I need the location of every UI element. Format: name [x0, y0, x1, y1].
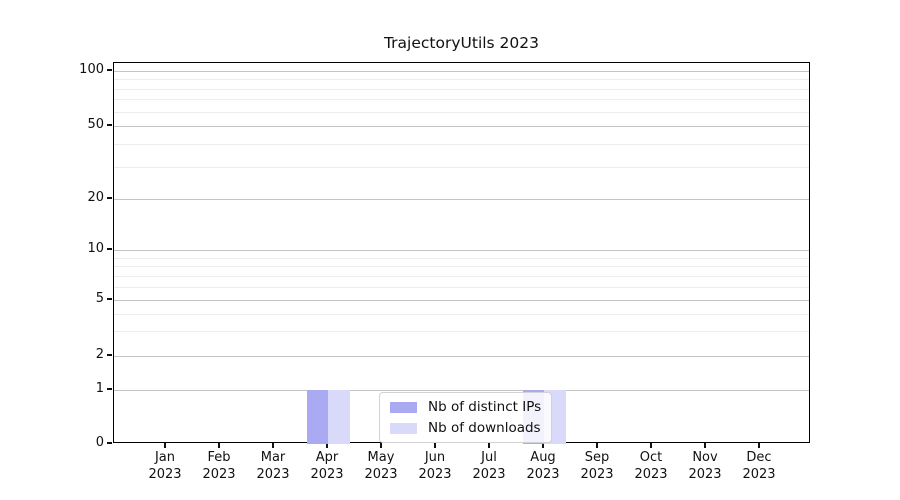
x-tick-mark-apr	[326, 443, 328, 448]
x-tick-mark-jul	[488, 443, 490, 448]
y-tick-mark-5	[107, 298, 112, 300]
y-tick-mark-20	[107, 197, 112, 199]
x-tick-mark-aug	[542, 443, 544, 448]
y-major-gridline-100	[114, 71, 809, 72]
x-tick-label-aug-2023: Aug 2023	[516, 449, 570, 483]
x-tick-mark-oct	[650, 443, 652, 448]
x-tick-year-text: 2023	[418, 467, 452, 482]
y-minor-gridline-9	[114, 257, 809, 259]
x-tick-mark-mar	[272, 443, 274, 448]
x-tick-month-text: Sep	[584, 450, 610, 465]
chart-title: TrajectoryUtils 2023	[383, 34, 539, 52]
x-tick-label-jan-2023: Jan 2023	[138, 449, 192, 483]
x-tick-month-text: Oct	[639, 450, 663, 465]
x-tick-month-text: May	[367, 450, 395, 465]
y-tick-mark-0	[107, 442, 112, 444]
x-tick-year-text: 2023	[580, 467, 614, 482]
y-major-gridline-1	[114, 390, 809, 391]
x-tick-year-text: 2023	[202, 467, 236, 482]
y-minor-gridline-90	[114, 79, 809, 81]
x-tick-month-text: Jul	[481, 450, 497, 465]
x-tick-year-text: 2023	[634, 467, 668, 482]
x-tick-month-text: Mar	[260, 450, 286, 465]
x-tick-mark-sep	[596, 443, 598, 448]
x-tick-year-text: 2023	[256, 467, 290, 482]
y-minor-gridline-4	[114, 313, 809, 315]
x-tick-label-dec-2023: Dec 2023	[732, 449, 786, 483]
legend-item-nb-of-downloads: Nb of downloads	[390, 420, 541, 436]
x-tick-label-apr-2023: Apr 2023	[300, 449, 354, 483]
y-major-gridline-50	[114, 126, 809, 127]
y-minor-gridline-80	[114, 88, 809, 90]
x-tick-year-text: 2023	[472, 467, 506, 482]
bar-nb-of-distinct-ips-apr-2023	[306, 390, 328, 444]
x-tick-month-text: Apr	[315, 450, 339, 465]
y-tick-label-10: 10	[87, 241, 104, 256]
y-tick-label-100: 100	[79, 62, 104, 77]
x-tick-month-text: Jun	[424, 450, 446, 465]
y-minor-gridline-60	[114, 111, 809, 113]
y-tick-mark-50	[107, 124, 112, 126]
x-tick-label-may-2023: May 2023	[354, 449, 408, 483]
y-tick-label-20: 20	[87, 190, 104, 205]
y-tick-label-5: 5	[95, 291, 104, 306]
legend-swatch-icon	[390, 401, 417, 413]
y-minor-gridline-8	[114, 266, 809, 268]
y-tick-mark-10	[107, 248, 112, 250]
x-tick-label-mar-2023: Mar 2023	[246, 449, 300, 483]
x-tick-label-feb-2023: Feb 2023	[192, 449, 246, 483]
y-tick-mark-2	[107, 354, 112, 356]
x-tick-label-nov-2023: Nov 2023	[678, 449, 732, 483]
y-major-gridline-5	[114, 300, 809, 301]
x-tick-label-jul-2023: Jul 2023	[462, 449, 516, 483]
x-tick-month-text: Aug	[530, 450, 556, 465]
x-tick-year-text: 2023	[526, 467, 560, 482]
legend-item-label: Nb of distinct IPs	[428, 399, 542, 415]
legend: Nb of distinct IPs Nb of downloads	[379, 392, 553, 443]
y-tick-mark-1	[107, 388, 112, 390]
y-tick-label-0: 0	[95, 435, 104, 450]
plot-area: Nb of distinct IPs Nb of downloads	[113, 62, 810, 444]
y-minor-gridline-30	[114, 166, 809, 168]
y-minor-gridline-70	[114, 99, 809, 101]
x-tick-mark-jun	[434, 443, 436, 448]
x-tick-year-text: 2023	[148, 467, 182, 482]
legend-item-label: Nb of downloads	[428, 420, 541, 436]
x-tick-label-sep-2023: Sep 2023	[570, 449, 624, 483]
y-major-gridline-20	[114, 199, 809, 200]
x-tick-month-text: Nov	[692, 450, 718, 465]
x-tick-year-text: 2023	[310, 467, 344, 482]
y-minor-gridline-3	[114, 331, 809, 333]
x-tick-mark-jan	[164, 443, 166, 448]
y-tick-label-2: 2	[95, 347, 104, 362]
y-minor-gridline-40	[114, 143, 809, 145]
y-tick-mark-100	[107, 69, 112, 71]
x-tick-label-jun-2023: Jun 2023	[408, 449, 462, 483]
x-tick-label-oct-2023: Oct 2023	[624, 449, 678, 483]
x-tick-mark-may	[380, 443, 382, 448]
y-minor-gridline-6	[114, 286, 809, 288]
x-tick-mark-nov	[704, 443, 706, 448]
y-minor-gridline-7	[114, 275, 809, 277]
x-tick-month-text: Jan	[154, 450, 176, 465]
legend-swatch-icon	[390, 422, 417, 434]
x-tick-month-text: Dec	[746, 450, 772, 465]
y-major-gridline-2	[114, 356, 809, 357]
bar-nb-of-downloads-apr-2023	[328, 390, 350, 444]
x-tick-month-text: Feb	[207, 450, 231, 465]
x-tick-year-text: 2023	[688, 467, 722, 482]
x-tick-year-text: 2023	[364, 467, 398, 482]
legend-item-nb-of-distinct-ips: Nb of distinct IPs	[390, 399, 541, 415]
y-tick-label-1: 1	[95, 381, 104, 396]
x-tick-year-text: 2023	[742, 467, 776, 482]
y-major-gridline-10	[114, 250, 809, 251]
x-tick-mark-dec	[758, 443, 760, 448]
y-tick-label-50: 50	[87, 117, 104, 132]
x-tick-mark-feb	[218, 443, 220, 448]
